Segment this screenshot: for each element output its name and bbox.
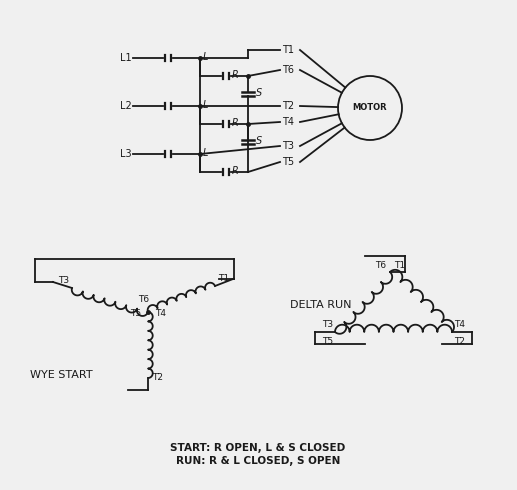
Text: MOTOR: MOTOR	[353, 103, 387, 113]
Text: S: S	[256, 88, 262, 98]
Text: T1: T1	[218, 274, 229, 283]
Text: START: R OPEN, L & S CLOSED: START: R OPEN, L & S CLOSED	[171, 443, 346, 453]
Text: L: L	[203, 100, 208, 110]
Text: S: S	[256, 136, 262, 146]
Text: T3: T3	[322, 320, 333, 329]
Text: T5: T5	[282, 157, 294, 167]
Text: L: L	[203, 52, 208, 62]
Text: T3: T3	[282, 141, 294, 151]
Text: T5: T5	[130, 310, 141, 318]
Text: L: L	[203, 148, 208, 158]
Text: T2: T2	[282, 101, 294, 111]
Text: R: R	[232, 70, 239, 80]
Text: T1: T1	[394, 261, 405, 270]
Text: L3: L3	[120, 149, 132, 159]
Text: RUN: R & L CLOSED, S OPEN: RUN: R & L CLOSED, S OPEN	[176, 456, 340, 466]
Text: T4: T4	[155, 310, 166, 318]
Text: T4: T4	[282, 117, 294, 127]
Text: R: R	[232, 166, 239, 176]
Circle shape	[338, 76, 402, 140]
Text: T4: T4	[454, 320, 465, 329]
Text: R: R	[232, 118, 239, 128]
Text: T6: T6	[139, 295, 149, 304]
Text: T5: T5	[322, 337, 333, 346]
Text: WYE START: WYE START	[30, 370, 93, 380]
Text: DELTA RUN: DELTA RUN	[290, 300, 352, 310]
Text: T3: T3	[58, 276, 69, 285]
Text: T2: T2	[454, 337, 465, 346]
Text: T1: T1	[282, 45, 294, 55]
Text: T2: T2	[152, 373, 163, 383]
Text: L1: L1	[120, 53, 132, 63]
Text: L2: L2	[120, 101, 132, 111]
Text: T6: T6	[375, 261, 386, 270]
Text: T6: T6	[282, 65, 294, 75]
